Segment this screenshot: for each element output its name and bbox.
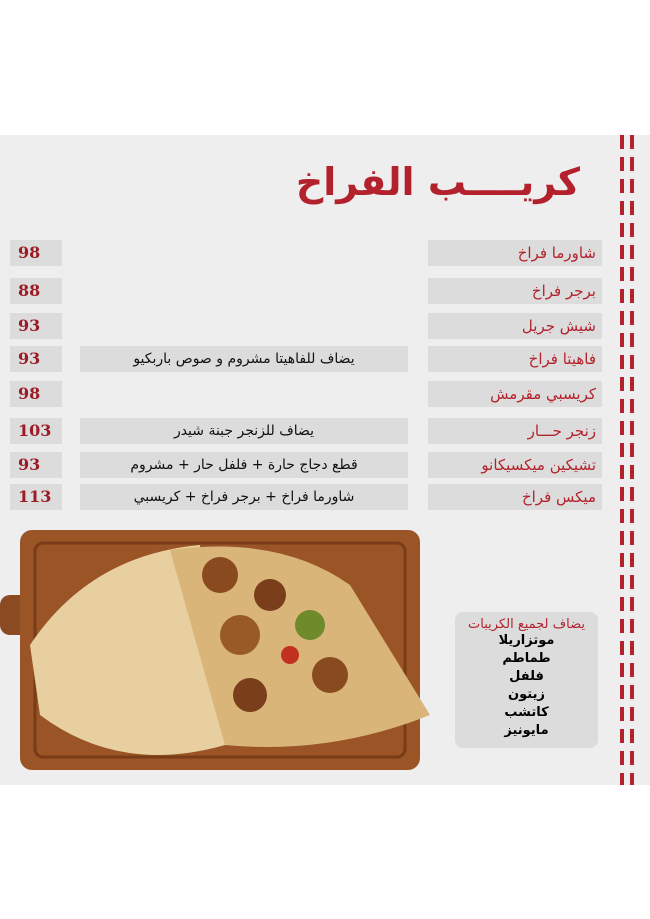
item-name: ميكس فراخ [428, 484, 602, 510]
item-price: 113 [10, 484, 62, 510]
extra-item: طماطم [502, 651, 551, 666]
menu-row: 103 يضاف للزنجر جبنة شيدر زنجر حـــار [0, 418, 650, 446]
extra-item: كاتشب [504, 705, 549, 720]
menu-row: 88 برجر فراخ [0, 278, 650, 306]
item-price: 88 [10, 278, 62, 304]
item-name: برجر فراخ [428, 278, 602, 304]
item-description: قطع دجاج حارة + فلفل حار + مشروم [80, 452, 408, 478]
item-name: شيش جريل [428, 313, 602, 339]
menu-row: 113 شاورما فراخ + برجر فراخ + كريسبي ميكس … [0, 484, 650, 512]
item-name: تشيكين ميكسيكانو [428, 452, 602, 478]
dashed-divider [630, 135, 634, 785]
menu-row: 93 قطع دجاج حارة + فلفل حار + مشروم تشيكين… [0, 452, 650, 480]
extra-item: مايونيز [504, 723, 549, 738]
item-name: شاورما فراخ [428, 240, 602, 266]
item-price: 98 [10, 381, 62, 407]
item-description: يضاف للفاهيتا مشروم و صوص باربكيو [80, 346, 408, 372]
item-name: زنجر حـــار [428, 418, 602, 444]
item-price: 93 [10, 452, 62, 478]
crepe-photo [0, 530, 430, 770]
item-price: 103 [10, 418, 62, 444]
extra-item: موتزاريلا [498, 633, 555, 648]
menu-row: 93 يضاف للفاهيتا مشروم و صوص باربكيو فاهيت… [0, 346, 650, 374]
item-name: كريسبي مقرمش [428, 381, 602, 407]
item-name: فاهيتا فراخ [428, 346, 602, 372]
item-description: يضاف للزنجر جبنة شيدر [80, 418, 408, 444]
section-title: كريــــب الفراخ [295, 160, 580, 204]
menu-row: 93 شيش جريل [0, 313, 650, 341]
extra-item: فلفل [509, 669, 544, 684]
dashed-divider [620, 135, 624, 785]
item-price: 93 [10, 313, 62, 339]
item-price: 98 [10, 240, 62, 266]
item-description: شاورما فراخ + برجر فراخ + كريسبي [80, 484, 408, 510]
menu-row: 98 كريسبي مقرمش [0, 381, 650, 409]
item-price: 93 [10, 346, 62, 372]
menu-row: 98 شاورما فراخ [0, 240, 650, 268]
extras-box: يضاف لجميع الكريبات موتزاريلا طماطم فلفل زي… [455, 612, 598, 748]
extras-heading: يضاف لجميع الكريبات [468, 617, 585, 632]
extra-item: زيتون [508, 687, 545, 702]
